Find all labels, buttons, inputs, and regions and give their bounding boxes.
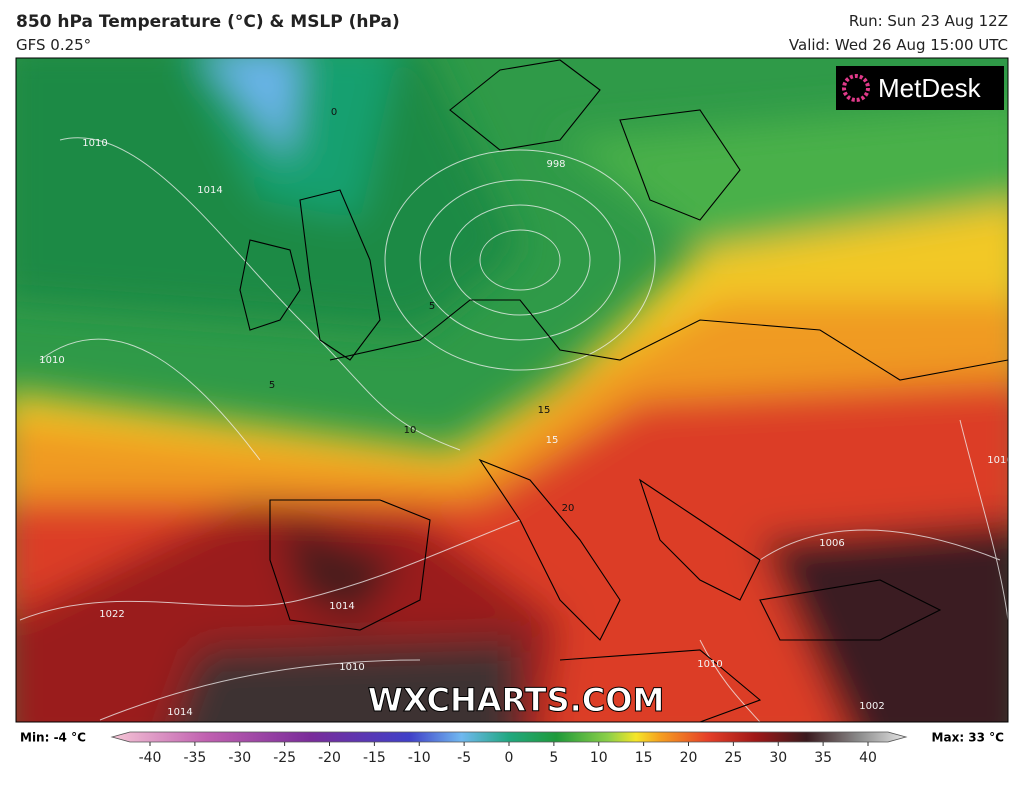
logo: MetDesk xyxy=(836,66,1004,110)
legend-max: Max: 33 °C xyxy=(932,731,1005,745)
colorbar-tick-label: -30 xyxy=(228,750,251,766)
colorbar-tick-label: -5 xyxy=(457,750,471,766)
contour-label: 5 xyxy=(269,380,275,391)
map: 1010 1014 998 1010 1022 1014 1010 1006 1010 1002 1… xyxy=(16,58,1012,722)
colorbar-tick-label: -10 xyxy=(408,750,431,766)
legend-min: Min: -4 °C xyxy=(20,731,86,745)
contour-label: 5 xyxy=(429,301,435,312)
colorbar-tick-label: -35 xyxy=(183,750,206,766)
colorbar-tick-label: 15 xyxy=(635,750,653,766)
valid-time: Valid: Wed 26 Aug 15:00 UTC xyxy=(788,36,1008,54)
contour-label: 1022 xyxy=(99,609,124,620)
colorbar: -40 -35 -30 -25 -20 -15 -10 -5 0 5 10 15 20 25 30 35 40 xyxy=(110,731,908,766)
colorbar-tick-label: 20 xyxy=(680,750,698,766)
coastlines xyxy=(239,59,1008,722)
contour-label: 0 xyxy=(331,107,337,118)
contour-label: 1014 xyxy=(167,707,192,718)
colorbar-tick-label: -15 xyxy=(363,750,386,766)
contour-label: 1010 xyxy=(39,355,64,366)
contour-label: 15 xyxy=(546,435,559,446)
colorbar-tick-label: -20 xyxy=(318,750,341,766)
contour-label: 1014 xyxy=(197,185,222,196)
colorbar-tick-label: 25 xyxy=(724,750,742,766)
contour-label: 1010 xyxy=(339,662,364,673)
contour-label: 1010 xyxy=(697,659,722,670)
colorbar-tick-label: 10 xyxy=(590,750,608,766)
contour-label: 1006 xyxy=(819,538,844,549)
colorbar-bar xyxy=(110,731,908,743)
colorbar-tick-label: -40 xyxy=(139,750,162,766)
contour-labels: 1010 1014 998 1010 1022 1014 1010 1006 1010 1002 1… xyxy=(39,107,1012,718)
colorbar-tick-label: 0 xyxy=(505,750,514,766)
run-time: Run: Sun 23 Aug 12Z xyxy=(848,12,1008,30)
contour-label: 20 xyxy=(562,503,575,514)
map-frame xyxy=(15,57,1009,723)
contour-label: 10 xyxy=(404,425,417,436)
logo-text: MetDesk xyxy=(878,73,982,103)
contour-label: 1010 xyxy=(987,455,1012,466)
contour-label: 998 xyxy=(546,159,565,170)
contour-label: 1002 xyxy=(859,701,884,712)
colorbar-tick-label: 30 xyxy=(769,750,787,766)
chart-title: 850 hPa Temperature (°C) & MSLP (hPa) xyxy=(16,12,400,32)
watermark: WXCHARTS.COM xyxy=(368,681,665,719)
colorbar-tick-label: 35 xyxy=(814,750,832,766)
isobars xyxy=(19,137,1008,722)
contour-label: 1014 xyxy=(329,601,354,612)
contour-label: 1010 xyxy=(82,138,107,149)
colorbar-tick-label: -25 xyxy=(273,750,296,766)
colorbar-tick-label: 40 xyxy=(859,750,877,766)
contour-label: 15 xyxy=(538,405,551,416)
model-name: GFS 0.25° xyxy=(16,36,92,54)
colorbar-tick-label: 5 xyxy=(549,750,558,766)
temperature-field xyxy=(16,58,1008,722)
